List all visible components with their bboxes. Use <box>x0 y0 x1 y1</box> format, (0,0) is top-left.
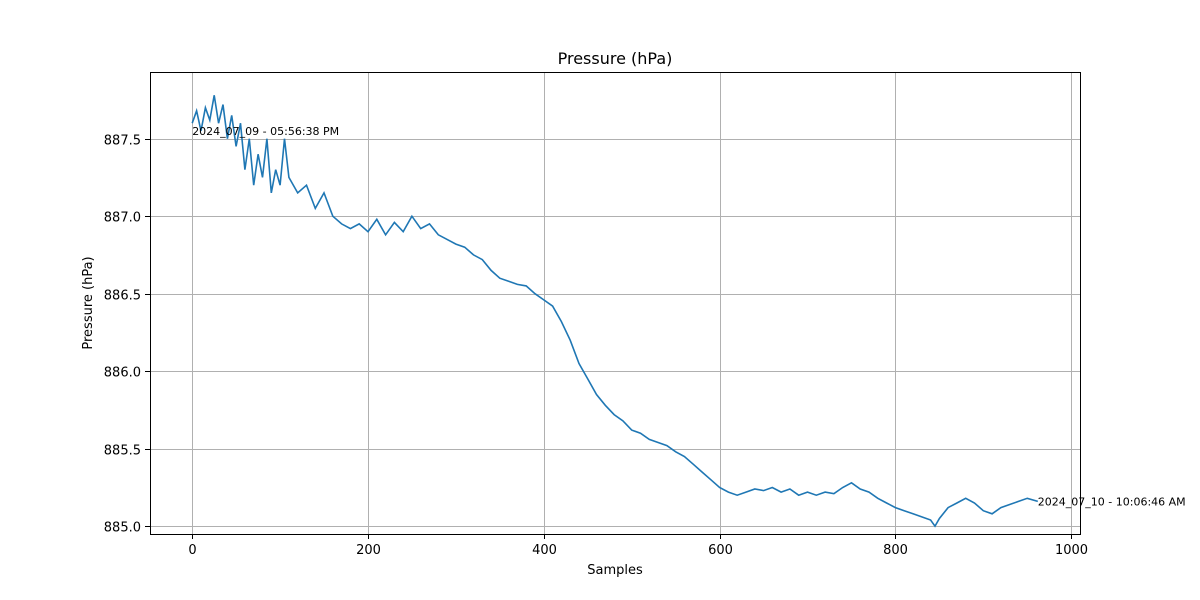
grid-lines <box>150 72 1080 534</box>
x-tick-label: 400 <box>532 543 557 558</box>
y-tick-label: 886.5 <box>104 289 141 304</box>
annotation-start-time: 2024_07_09 - 05:56:38 PM <box>192 125 339 138</box>
x-axis-label: Samples <box>587 563 643 578</box>
y-tick-label: 885.0 <box>104 521 141 536</box>
y-tick-label: 886.0 <box>104 366 141 381</box>
y-tick-label: 887.5 <box>104 134 141 149</box>
y-tick-label: 885.5 <box>104 444 141 459</box>
plot-frame <box>150 72 1081 535</box>
x-tick-label: 1000 <box>1055 543 1088 558</box>
x-axis-ticks: 0 200 400 600 800 1000 <box>188 534 1088 558</box>
annotation-end-time: 2024_07_10 - 10:06:46 AM <box>1038 495 1186 508</box>
x-tick-label: 200 <box>356 543 381 558</box>
y-tick-label: 887.0 <box>104 211 141 226</box>
x-tick-label: 800 <box>883 543 908 558</box>
chart-title: Pressure (hPa) <box>558 49 673 68</box>
y-axis-label: Pressure (hPa) <box>81 256 96 349</box>
x-tick-label: 0 <box>188 543 196 558</box>
series-line <box>191 95 1039 528</box>
x-tick-label: 600 <box>708 543 733 558</box>
y-axis-ticks: 885.0 885.5 886.0 886.5 887.0 887.5 <box>104 134 150 536</box>
